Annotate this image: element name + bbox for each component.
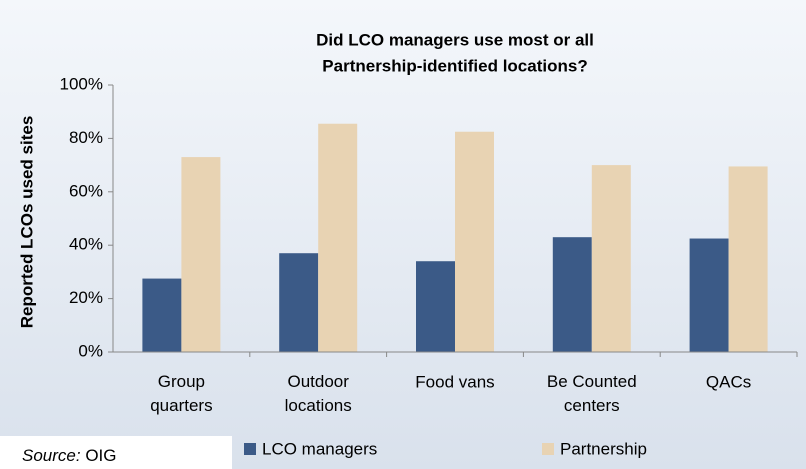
y-tick-label: 20% (69, 288, 103, 307)
legend-swatch (542, 443, 554, 455)
x-tick-label: QACs (706, 372, 751, 391)
source-value: OIG (85, 446, 116, 465)
x-tick-label: Group quarters (150, 372, 212, 415)
bar (689, 238, 729, 352)
source-box (0, 436, 232, 469)
y-tick-label: 0% (78, 341, 103, 360)
legend-swatch (244, 443, 256, 455)
legend-label: LCO managers (262, 439, 377, 458)
y-tick-label: 40% (69, 235, 103, 254)
bar (279, 253, 319, 352)
bar (416, 261, 455, 352)
x-tick-label: Be Counted centers (547, 372, 637, 415)
chart-title: Did LCO managers use most or all (316, 30, 594, 49)
y-tick-label: 60% (69, 181, 103, 200)
bar (318, 123, 358, 352)
bar (728, 166, 768, 352)
legend-label: Partnership (560, 439, 647, 458)
source: Source: OIG (22, 446, 117, 465)
chart-title: Partnership-identified locations? (322, 56, 587, 75)
y-tick-label: 100% (60, 74, 103, 93)
source-label: Source: (22, 446, 81, 465)
y-axis-label: Reported LCOs used sites (17, 116, 36, 329)
bar (181, 157, 221, 352)
y-tick-label: 80% (69, 128, 103, 147)
bar (142, 278, 182, 352)
bar (591, 165, 631, 352)
bar (552, 237, 592, 352)
x-tick-label: Food vans (415, 372, 494, 391)
bar (455, 131, 494, 352)
x-tick-label: Outdoor locations (285, 372, 352, 415)
